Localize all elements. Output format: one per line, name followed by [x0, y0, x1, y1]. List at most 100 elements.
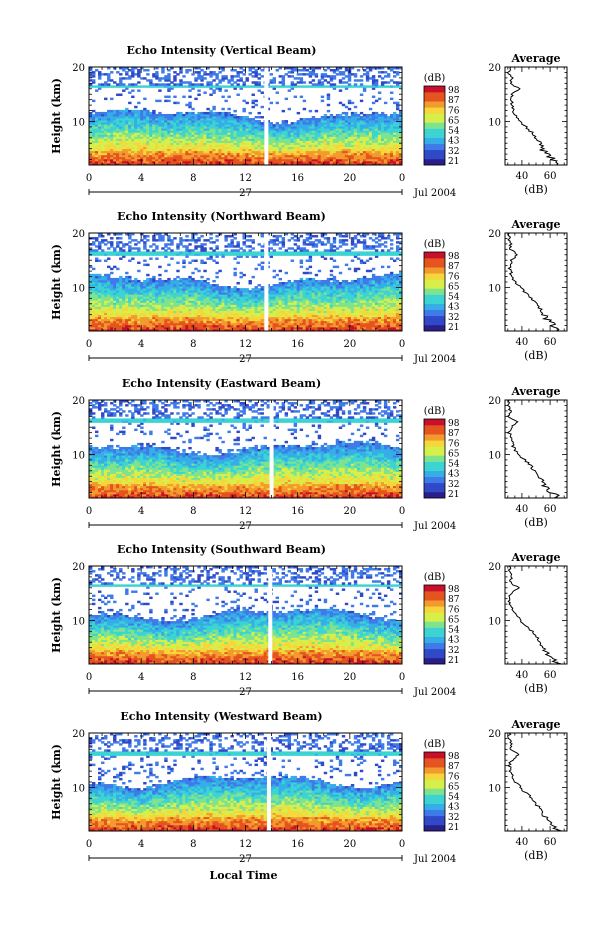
- heatmap-cell: [149, 156, 153, 160]
- heatmap-cell: [155, 128, 159, 131]
- heatmap-cell: [254, 134, 258, 137]
- colorbar-swatch: [424, 122, 445, 126]
- heatmap-cell: [272, 128, 276, 131]
- heatmap-cell: [203, 130, 207, 133]
- colorbar-swatch: [424, 104, 445, 108]
- heatmap-cell: [353, 111, 358, 115]
- heatmap-cell: [188, 113, 192, 117]
- heatmap-cell: [308, 142, 313, 145]
- heatmap-cell: [221, 160, 225, 164]
- heatmap-cell: [194, 79, 198, 82]
- heatmap-cell: [257, 130, 261, 133]
- heatmap-cell: [386, 116, 391, 119]
- heatmap-cell: [176, 251, 180, 254]
- heatmap-cell: [221, 95, 225, 99]
- heatmap-cell: [89, 160, 93, 164]
- heatmap-cell: [128, 144, 132, 148]
- heatmap-cell: [119, 142, 123, 145]
- heatmap-cell: [143, 134, 147, 137]
- heatmap-cell: [248, 130, 252, 133]
- heatmap-cell: [143, 111, 147, 115]
- heatmap-cell: [137, 134, 141, 137]
- heatmap-cell: [257, 134, 261, 137]
- heatmap-cell: [242, 154, 246, 158]
- heatmap-cell: [257, 126, 261, 129]
- heatmap-cell: [311, 73, 316, 76]
- heatmap-cell: [191, 120, 195, 123]
- heatmap-cell: [98, 128, 102, 131]
- heatmap-cell: [242, 142, 246, 145]
- heatmap-cell: [245, 128, 249, 131]
- heatmap-cell: [239, 67, 243, 70]
- heatmap-cell: [143, 150, 147, 154]
- heatmap-cell: [278, 152, 283, 156]
- heatmap-cell: [188, 134, 192, 137]
- heatmap-cell: [296, 111, 301, 115]
- heatmap-cell: [134, 148, 138, 152]
- heatmap-cell: [173, 101, 177, 105]
- heatmap-cell: [119, 146, 123, 150]
- heatmap-cell: [155, 73, 159, 76]
- heatmap-cell: [92, 142, 96, 145]
- heatmap-cell: [158, 160, 162, 164]
- heatmap-cell: [311, 71, 316, 74]
- heatmap-cell: [191, 128, 195, 131]
- heatmap-cell: [143, 85, 147, 88]
- heatmap-cell: [194, 122, 198, 125]
- heatmap-cell: [302, 130, 307, 133]
- heatmap-cell: [185, 103, 189, 107]
- heatmap-cell: [278, 124, 283, 127]
- heatmap-cell: [299, 142, 304, 145]
- heatmap-cell: [305, 156, 310, 160]
- heatmap-cell: [188, 132, 192, 135]
- heatmap-cell: [134, 152, 138, 156]
- heatmap-cell: [290, 69, 295, 72]
- heatmap-cell: [278, 126, 283, 129]
- heatmap-cell: [185, 124, 189, 127]
- heatmap-cell: [311, 85, 316, 88]
- heatmap-cell: [140, 160, 144, 164]
- heatmap-cell: [104, 150, 108, 154]
- heatmap-cell: [95, 69, 99, 72]
- heatmap-cell: [215, 261, 219, 265]
- heatmap-cell: [122, 156, 126, 160]
- heatmap-cell: [239, 152, 243, 156]
- heatmap-cell: [119, 128, 123, 131]
- heatmap-cell: [152, 249, 156, 252]
- heatmap-cell: [203, 146, 207, 150]
- heatmap-cell: [341, 81, 346, 84]
- x-tick-label: 0: [86, 173, 92, 184]
- heatmap-cell: [200, 113, 204, 117]
- heatmap-cell: [101, 113, 105, 117]
- heatmap-cell: [272, 124, 276, 127]
- heatmap-cell: [254, 122, 258, 125]
- heatmap-cell: [236, 142, 240, 145]
- heatmap-cell: [173, 150, 177, 154]
- heatmap-cell: [212, 124, 216, 127]
- heatmap-cell: [182, 75, 186, 78]
- heatmap-cell: [287, 75, 292, 78]
- heatmap-cell: [182, 128, 186, 131]
- heatmap-cell: [290, 85, 295, 88]
- heatmap-cell: [344, 75, 349, 78]
- heatmap-cell: [101, 136, 105, 139]
- heatmap-cell: [167, 116, 171, 119]
- heatmap-cell: [101, 128, 105, 131]
- heatmap-cell: [224, 99, 228, 103]
- heatmap-cell: [161, 122, 165, 125]
- heatmap-cell: [392, 81, 397, 84]
- heatmap-cell: [209, 152, 213, 156]
- heatmap-cell: [134, 158, 138, 162]
- heatmap-cell: [194, 130, 198, 133]
- heatmap-cell: [353, 83, 358, 86]
- heatmap-cell: [122, 122, 126, 125]
- heatmap-cell: [206, 158, 210, 162]
- heatmap-cell: [305, 85, 310, 88]
- heatmap-cell: [341, 85, 346, 88]
- heatmap-cell: [185, 235, 189, 238]
- heatmap-cell: [299, 130, 304, 133]
- heatmap-cell: [131, 83, 135, 86]
- heatmap-cell: [209, 241, 213, 244]
- heatmap-cell: [299, 150, 304, 154]
- heatmap-cell: [284, 150, 289, 154]
